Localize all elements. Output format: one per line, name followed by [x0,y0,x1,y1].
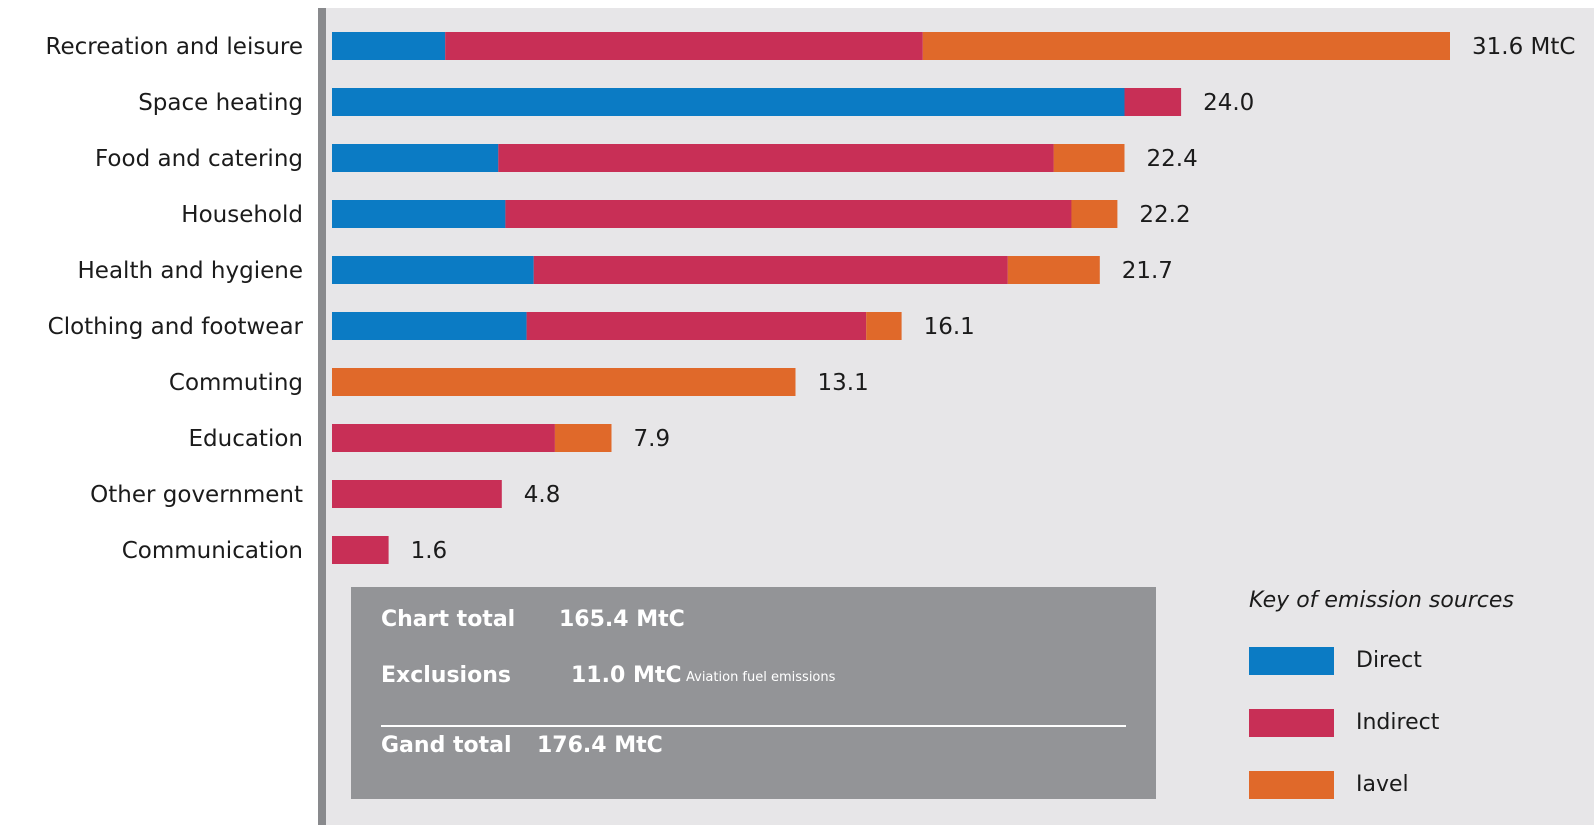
category-label: Space heating [138,90,303,116]
bar-other-government-indirect [332,480,502,508]
bar-household-direct [332,200,506,228]
grand-total-row: Gand total 176.4 MtC [381,733,663,758]
legend-swatch-direct [1249,647,1334,675]
category-label: Commuting [169,370,303,396]
category-label: Other government [90,482,303,508]
bar-space-heating-indirect [1124,88,1182,116]
value-label: 31.6 MtC [1472,34,1575,60]
bar-health-and-hygiene-direct [332,256,534,284]
value-label: 1.6 [411,538,448,564]
bar-space-heating-direct [332,88,1125,116]
legend-label-indirect: Indirect [1356,710,1440,735]
bar-health-and-hygiene-travel [1007,256,1100,284]
legend-label-direct: Direct [1356,648,1422,673]
bar-clothing-and-footwear-direct [332,312,527,340]
bar-clothing-and-footwear-travel [866,312,902,340]
bar-food-and-catering-travel [1053,144,1125,172]
exclusions-label: Exclusions [381,663,511,688]
bar-household-indirect [505,200,1072,228]
labels-layer: Recreation and leisure 31.6 MtC Space heat… [46,34,1576,564]
exclusions-row: Exclusions 11.0 MtC Aviation fuel emissi… [381,663,835,688]
grand-total-label: Gand total [381,733,512,758]
legend-label-travel: Iavel [1356,772,1409,797]
bar-education-travel [554,424,612,452]
legend-swatch-travel [1249,771,1334,799]
legend-swatch-indirect [1249,709,1334,737]
value-label: 24.0 [1203,90,1254,116]
value-label: 16.1 [924,314,975,340]
value-label: 7.9 [634,426,671,452]
bar-education-indirect [332,424,555,452]
totals-divider [381,725,1126,727]
value-label: 22.4 [1147,146,1198,172]
bar-recreation-and-leisure-travel [922,32,1450,60]
bar-communication-indirect [332,536,389,564]
bars-layer [332,32,1450,564]
exclusions-value: 11.0 MtC [571,663,682,688]
value-label: 22.2 [1139,202,1190,228]
category-label: Food and catering [95,146,303,172]
bar-recreation-and-leisure-direct [332,32,446,60]
bar-food-and-catering-direct [332,144,499,172]
bar-health-and-hygiene-indirect [533,256,1008,284]
exclusions-note: Aviation fuel emissions [686,670,836,685]
value-label: 4.8 [524,482,561,508]
chart-total-row: Chart total 165.4 MtC [381,607,685,632]
grand-total-value: 176.4 MtC [537,733,663,758]
category-label: Household [181,202,303,228]
category-label: Education [188,426,303,452]
bar-household-travel [1071,200,1118,228]
category-label: Clothing and footwear [48,314,304,340]
value-label: 21.7 [1122,258,1173,284]
chart-total-label: Chart total [381,607,516,632]
chart-total-value: 165.4 MtC [559,607,685,632]
category-label: Communication [122,538,303,564]
bar-clothing-and-footwear-indirect [526,312,867,340]
value-label: 13.1 [818,370,869,396]
category-label: Health and hygiene [78,258,303,284]
category-label: Recreation and leisure [46,34,303,60]
bar-commuting-travel [332,368,796,396]
y-axis-line [318,8,326,825]
totals-box: Chart total 165.4 MtC Exclusions 11.0 Mt… [351,587,1156,799]
legend-title: Key of emission sources [1249,588,1514,613]
bar-recreation-and-leisure-indirect [445,32,923,60]
bar-food-and-catering-indirect [498,144,1054,172]
